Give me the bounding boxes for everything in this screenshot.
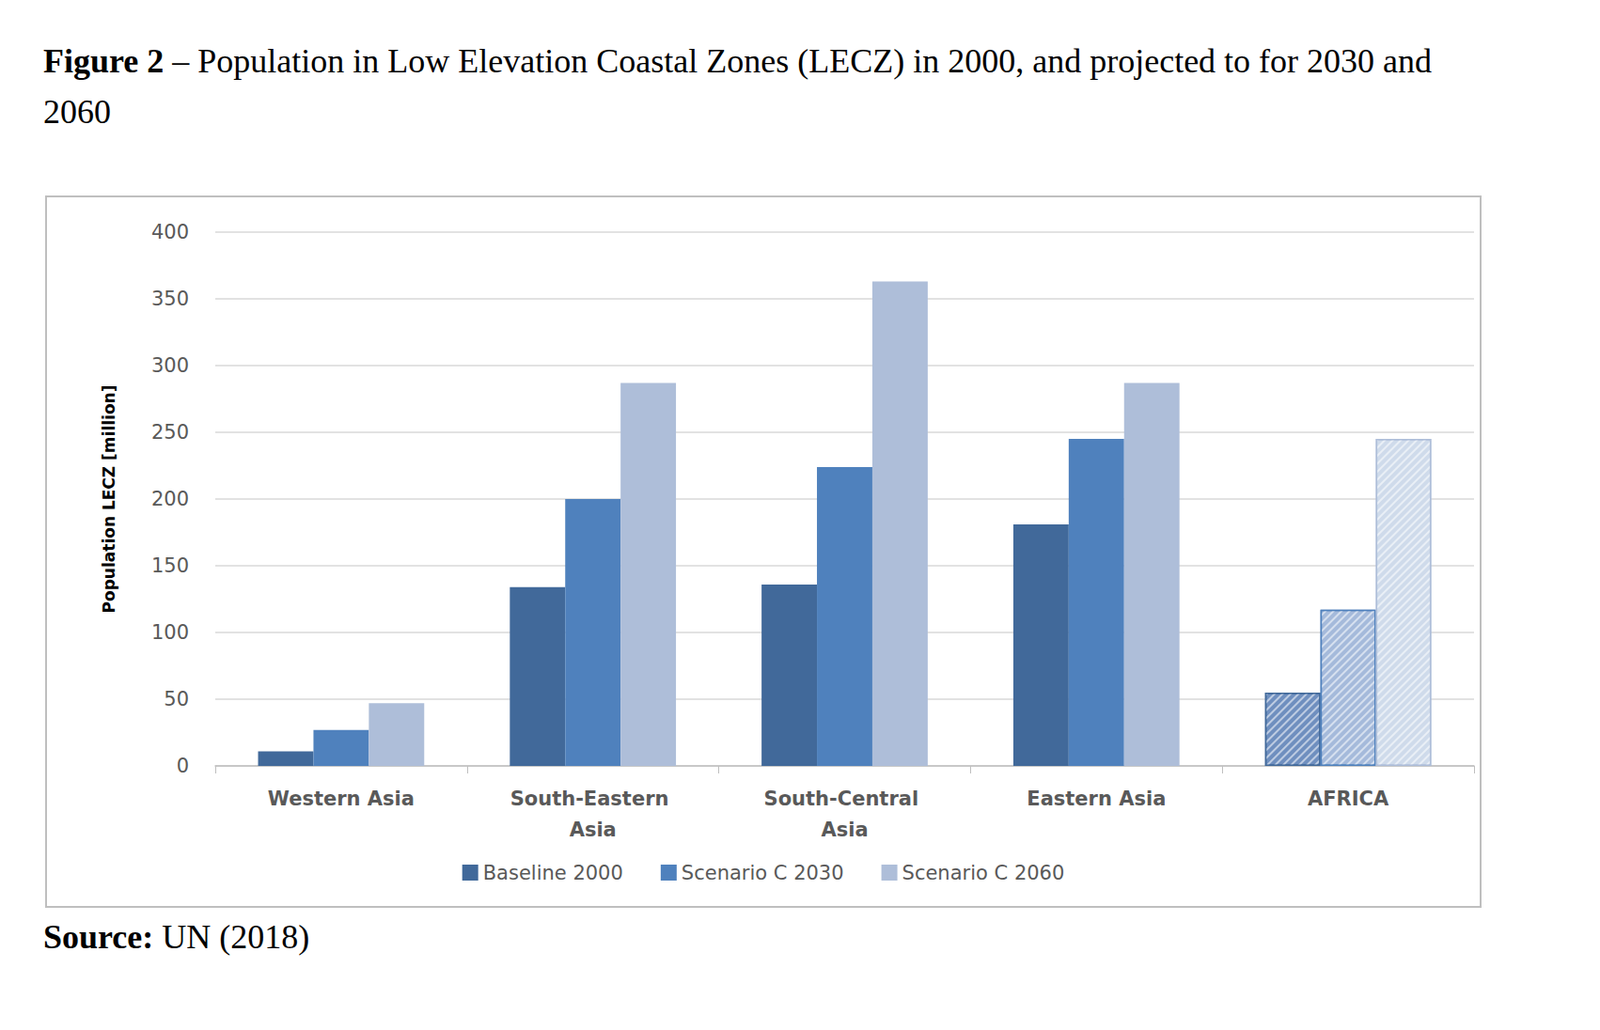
- svg-text:50: 50: [163, 688, 189, 711]
- svg-text:100: 100: [151, 621, 189, 644]
- svg-text:Scenario C 2030: Scenario C 2030: [681, 862, 845, 885]
- html-text:Source: UN (2018): Source: UN (2018): [43, 918, 310, 957]
- svg-text:250: 250: [151, 421, 189, 444]
- svg-text:Baseline 2000: Baseline 2000: [483, 862, 624, 885]
- svg-text:Population LECZ [million]: Population LECZ [million]: [99, 385, 119, 614]
- svg-text:Scenario C 2060: Scenario C 2060: [902, 862, 1066, 885]
- html-text:Figure 2 – Population in Low E: Figure 2 – Population in Low Elevation C…: [43, 42, 1432, 131]
- svg-text:AFRICA: AFRICA: [1307, 787, 1390, 811]
- svg-text:Western Asia: Western Asia: [267, 787, 415, 811]
- svg-text:300: 300: [151, 354, 189, 377]
- svg-text:Eastern Asia: Eastern Asia: [1026, 787, 1166, 811]
- svg-text:350: 350: [151, 287, 189, 311]
- svg-text:Asia: Asia: [820, 818, 868, 842]
- svg-text:South-Central: South-Central: [764, 787, 926, 811]
- svg-text:Asia: Asia: [569, 818, 617, 842]
- svg-text:0: 0: [176, 754, 189, 778]
- svg-text:200: 200: [151, 487, 189, 511]
- svg-text:South-Eastern: South-Eastern: [510, 787, 676, 811]
- svg-text:150: 150: [151, 554, 189, 578]
- svg-text:400: 400: [151, 220, 189, 244]
